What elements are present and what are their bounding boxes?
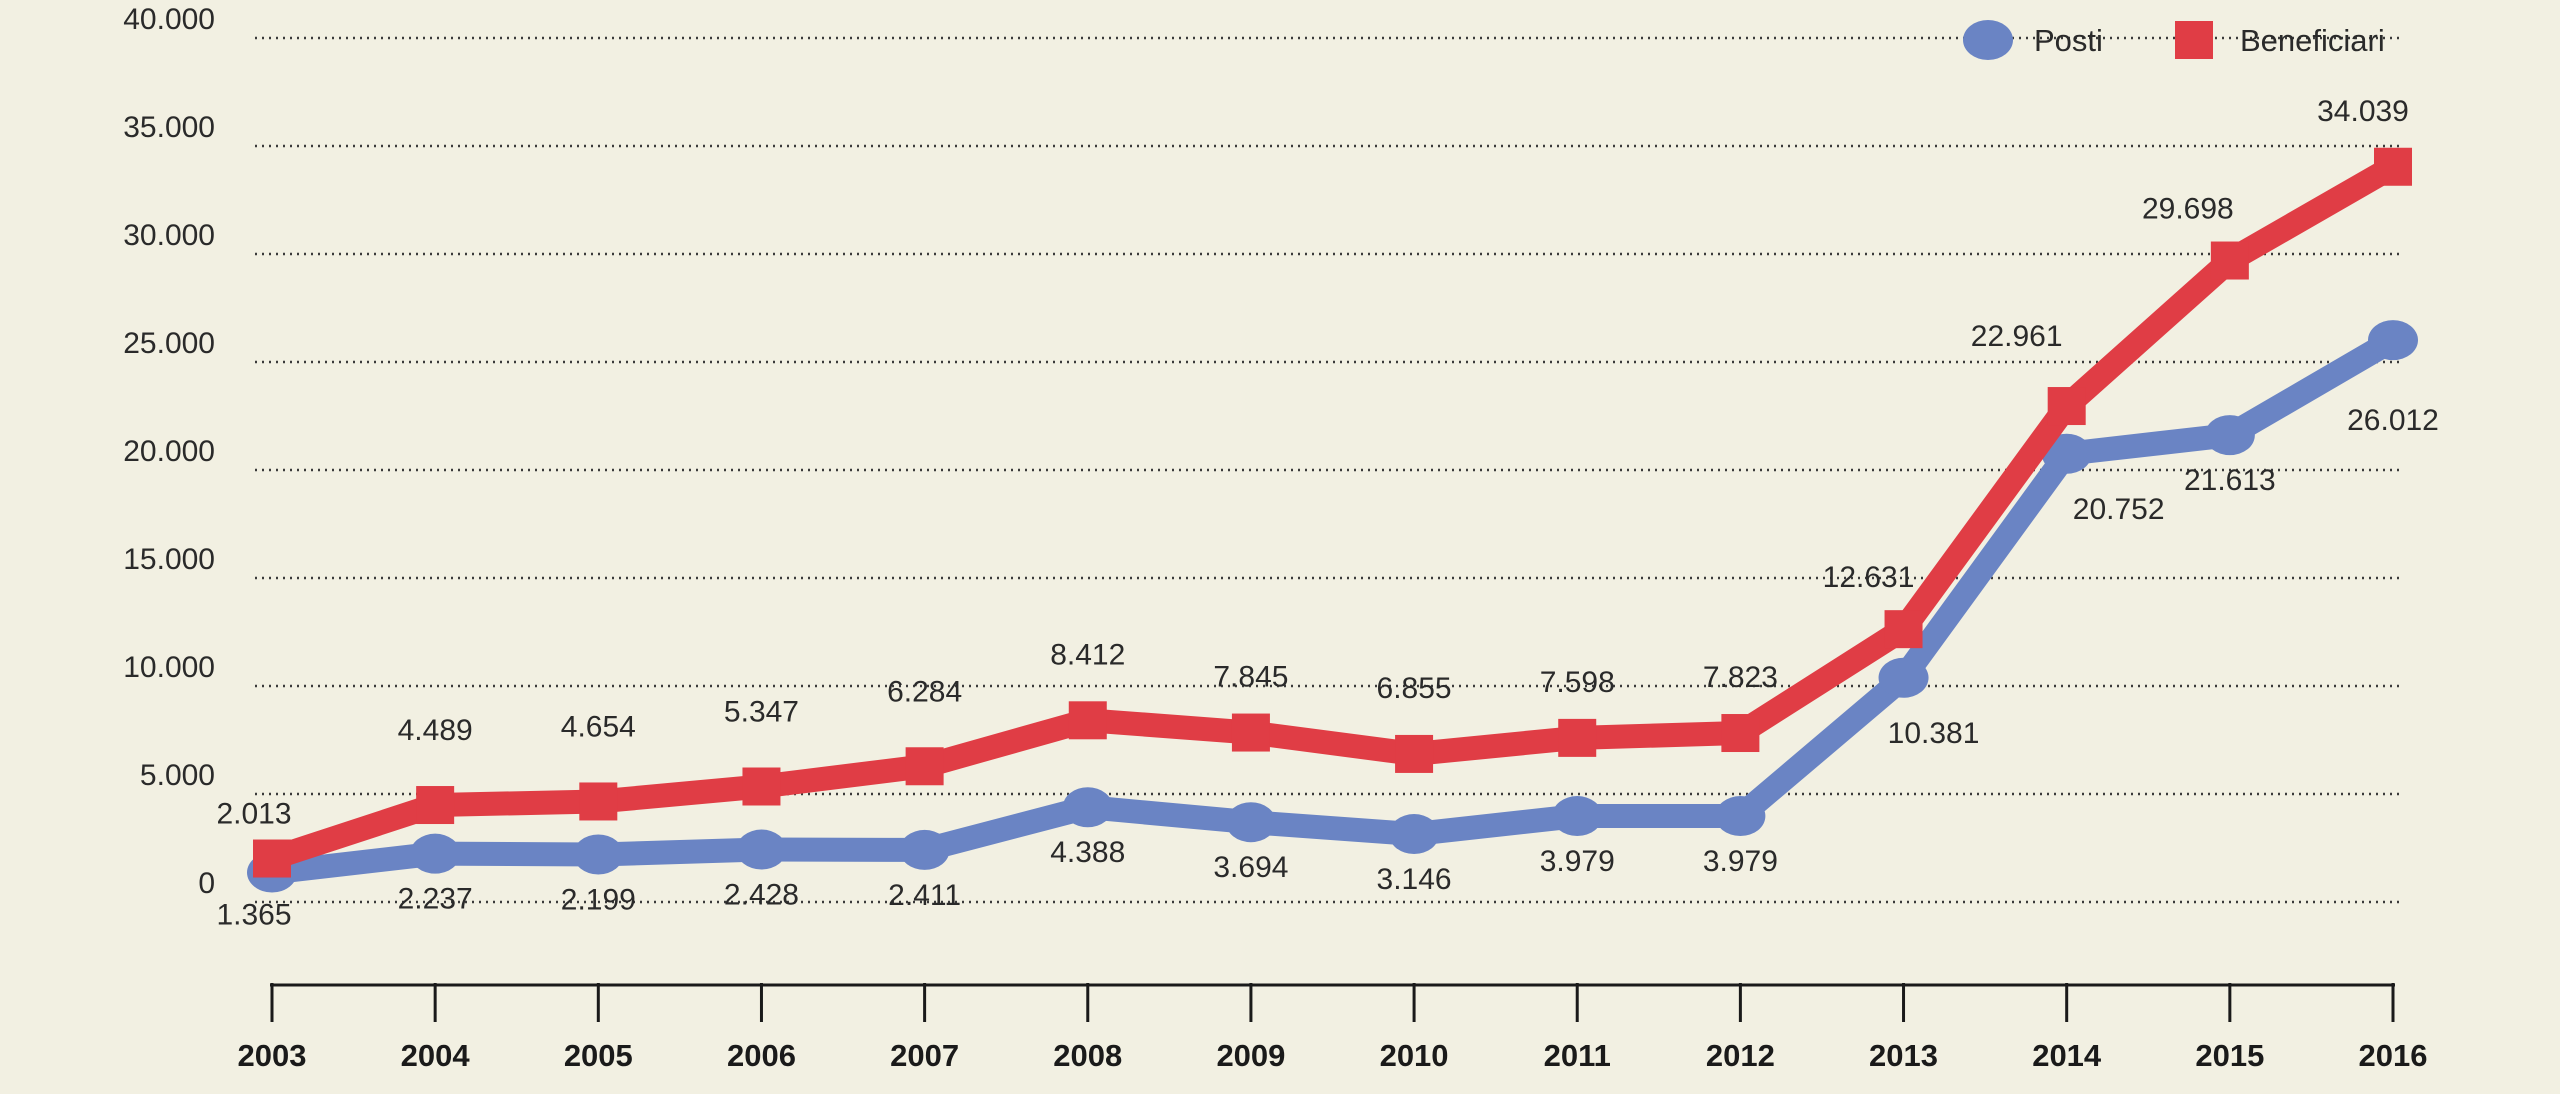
x-tick-label: 2004 (401, 1038, 471, 1073)
beneficiari-data-label: 4.654 (561, 710, 636, 743)
posti-data-label: 3.694 (1213, 851, 1288, 884)
posti-data-label: 26.012 (2347, 404, 2439, 437)
series-point-beneficiari (1395, 734, 1434, 773)
x-tick-label: 2005 (564, 1038, 633, 1073)
series-point-posti (1552, 796, 1603, 837)
x-tick-label: 2003 (238, 1038, 307, 1073)
beneficiari-data-label: 22.961 (1971, 320, 2063, 353)
series-point-beneficiari (1884, 610, 1923, 649)
series-point-posti (1225, 802, 1276, 843)
legend-label-posti: Posti (2034, 23, 2103, 58)
series-point-posti (736, 829, 787, 870)
series-point-posti (1715, 796, 1766, 837)
legend-marker-beneficiari (2175, 21, 2213, 59)
series-point-beneficiari (1068, 701, 1107, 740)
series-point-posti (573, 834, 624, 875)
posti-data-label: 1.365 (216, 899, 291, 932)
series-layer (247, 147, 2418, 893)
beneficiari-data-label: 7.598 (1540, 666, 1615, 699)
x-tick-label: 2010 (1380, 1038, 1449, 1073)
posti-data-label: 2.428 (724, 879, 799, 912)
posti-data-label: 2.411 (888, 879, 961, 912)
y-tick-label: 10.000 (123, 651, 215, 684)
series-line-beneficiari (260, 154, 2405, 871)
posti-data-label: 10.381 (1888, 717, 1980, 750)
x-tick-label: 2007 (890, 1038, 959, 1073)
series-point-posti (2368, 320, 2418, 361)
series-point-beneficiari (2210, 241, 2249, 280)
posti-data-label: 3.979 (1703, 845, 1778, 878)
x-tick-label: 2013 (1869, 1038, 1938, 1073)
series-point-beneficiari (253, 839, 291, 878)
data-label-layer: 1.365 2.237 2.199 2.428 2.411 4.388 3.694 3.146… (216, 95, 2438, 932)
y-tick-label: 40.000 (123, 3, 215, 36)
posti-data-label: 21.613 (2184, 464, 2276, 497)
y-tick-label: 35.000 (123, 111, 215, 144)
posti-data-label: 3.979 (1540, 845, 1615, 878)
beneficiari-data-label: 29.698 (2142, 193, 2234, 226)
series-point-posti (899, 829, 950, 870)
beneficiari-data-label: 5.347 (724, 696, 799, 729)
y-tick-label: 0 (198, 867, 215, 900)
x-tick-label: 2009 (1216, 1038, 1285, 1073)
series-point-beneficiari (416, 786, 455, 825)
legend: Posti Beneficiari (1963, 20, 2385, 60)
series-point-beneficiari (1721, 714, 1760, 753)
series-point-posti (1389, 814, 1440, 855)
legend-label-beneficiari: Beneficiari (2240, 23, 2385, 58)
beneficiari-data-label: 34.039 (2317, 95, 2409, 128)
series-line-posti (260, 328, 2405, 885)
y-tick-label: 25.000 (123, 327, 215, 360)
series-point-beneficiari (579, 782, 618, 821)
y-tick-label: 30.000 (123, 219, 215, 252)
x-tick-label: 2014 (2032, 1038, 2102, 1073)
posti-data-label: 20.752 (2073, 493, 2165, 526)
legend-marker-posti (1963, 20, 2013, 60)
posti-data-label: 2.237 (398, 883, 473, 916)
x-tick-label: 2006 (727, 1038, 796, 1073)
x-tick-label: 2008 (1053, 1038, 1122, 1073)
x-axis: 2003 2004 2005 2006 2007 2008 2009 2010 2011 2012… (238, 983, 2428, 1073)
beneficiari-data-label: 12.631 (1823, 561, 1915, 594)
series-point-posti (2204, 415, 2255, 456)
x-tick-label: 2012 (1706, 1038, 1775, 1073)
beneficiari-data-label: 4.489 (398, 714, 473, 747)
x-tick-label: 2016 (2359, 1038, 2428, 1073)
series-point-beneficiari (742, 767, 781, 806)
posti-data-label: 3.146 (1377, 863, 1452, 896)
x-tick-label: 2011 (1544, 1038, 1611, 1073)
series-point-beneficiari (905, 747, 944, 786)
beneficiari-data-label: 2.013 (216, 798, 291, 831)
y-tick-label: 20.000 (123, 435, 215, 468)
beneficiari-data-label: 7.823 (1703, 661, 1778, 694)
beneficiari-data-label: 6.284 (887, 675, 962, 708)
y-tick-label: 15.000 (123, 543, 215, 576)
posti-data-label: 4.388 (1050, 836, 1125, 869)
posti-data-label: 2.199 (561, 884, 636, 917)
series-point-posti (1878, 657, 1929, 698)
beneficiari-data-label: 8.412 (1050, 638, 1125, 671)
y-tick-label: 5.000 (140, 759, 215, 792)
x-tick-label: 2015 (2195, 1038, 2264, 1073)
grid-layer: 0 5.000 10.000 15.000 20.000 25.000 30.000 35.0… (123, 3, 2400, 904)
series-point-beneficiari (1231, 713, 1270, 752)
beneficiari-data-label: 7.845 (1213, 661, 1288, 694)
series-point-beneficiari (2047, 387, 2086, 426)
series-point-posti (2041, 433, 2092, 474)
series-point-posti (1062, 787, 1113, 828)
series-point-posti (410, 833, 461, 874)
series-point-beneficiari (1558, 718, 1597, 757)
beneficiari-data-label: 6.855 (1377, 672, 1452, 705)
series-point-beneficiari (2374, 147, 2412, 186)
